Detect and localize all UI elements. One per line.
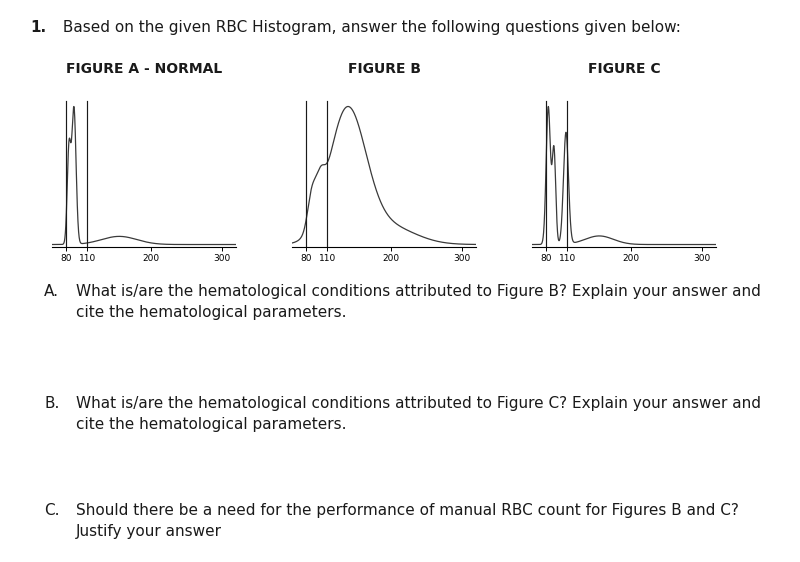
Text: FIGURE B: FIGURE B xyxy=(347,62,421,76)
Text: What is/are the hematological conditions attributed to Figure C? Explain your an: What is/are the hematological conditions… xyxy=(76,396,761,432)
Text: B.: B. xyxy=(44,396,59,411)
Text: 1.: 1. xyxy=(30,20,46,35)
Text: FIGURE C: FIGURE C xyxy=(588,62,660,76)
Text: What is/are the hematological conditions attributed to Figure B? Explain your an: What is/are the hematological conditions… xyxy=(76,284,761,320)
Text: C.: C. xyxy=(44,503,59,518)
Text: FIGURE A - NORMAL: FIGURE A - NORMAL xyxy=(66,62,222,76)
Text: Should there be a need for the performance of manual RBC count for Figures B and: Should there be a need for the performan… xyxy=(76,503,739,539)
Text: Based on the given RBC Histogram, answer the following questions given below:: Based on the given RBC Histogram, answer… xyxy=(58,20,681,35)
Text: A.: A. xyxy=(44,284,59,299)
